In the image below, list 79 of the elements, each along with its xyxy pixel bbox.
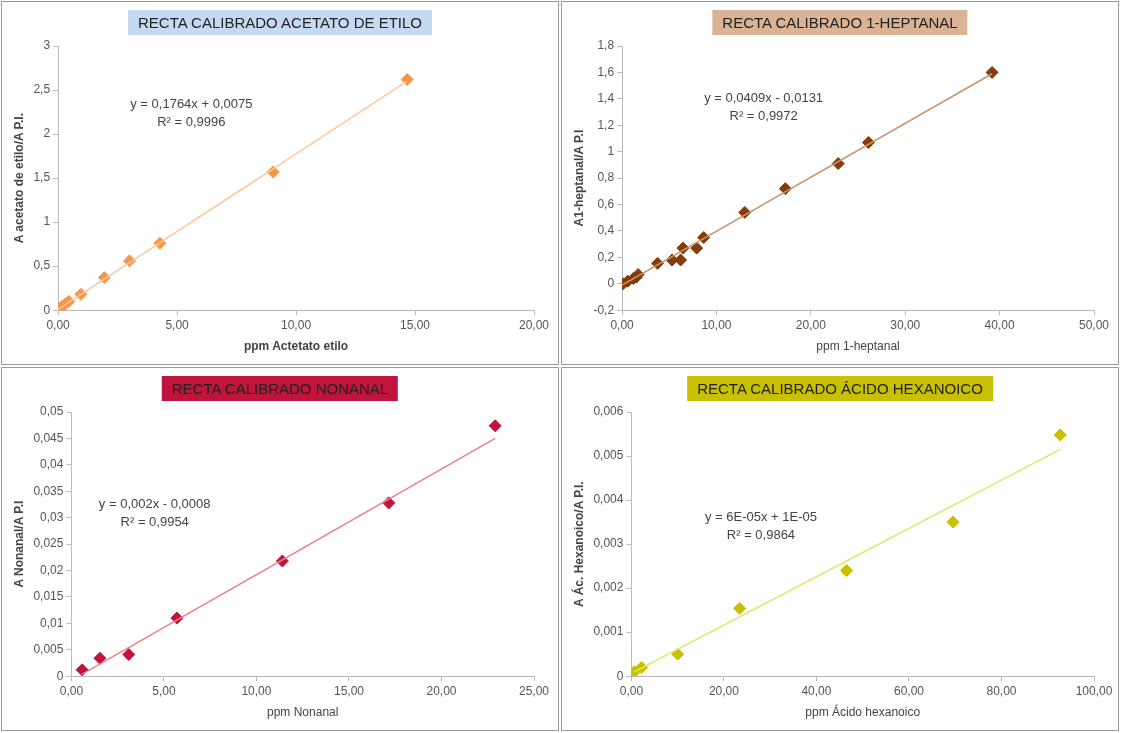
- y-tick-label: 0,5: [33, 258, 51, 273]
- y-tick-label: 2: [43, 126, 51, 141]
- y-tick-label: 0,001: [593, 624, 624, 639]
- x-tick-label: 5,00: [165, 317, 190, 332]
- x-tick-label: 20,00: [426, 683, 457, 698]
- y-tick-label: 0,015: [33, 589, 64, 604]
- y-tick-label: 0,006: [593, 404, 624, 419]
- x-axis-title: ppm Ácido hexanoico: [805, 704, 921, 720]
- annotation: y = 0,002x - 0,0008: [98, 496, 211, 512]
- y-tick-label: 0,02: [40, 562, 64, 577]
- y-tick-label: 1,8: [597, 38, 615, 53]
- chart-title: RECTA CALIBRADO 1-HEPTANAL: [712, 10, 968, 35]
- y-axis-title: A acetato de etilo/A P.I.: [11, 112, 26, 244]
- y-tick-label: 0,002: [593, 580, 624, 595]
- y-tick-label: 0,005: [33, 642, 64, 657]
- x-tick-label: 25,00: [518, 683, 550, 698]
- x-tick-label: 0,00: [619, 683, 644, 698]
- x-tick-label: 10,00: [281, 317, 312, 332]
- y-tick-label: 0,4: [597, 223, 615, 238]
- y-tick-label: 0,2: [597, 249, 615, 264]
- x-tick-label: 0,00: [610, 317, 635, 332]
- x-tick-label: 10,00: [701, 317, 732, 332]
- y-tick-label: 0,035: [33, 483, 64, 498]
- y-tick-label: 0: [43, 302, 51, 317]
- x-tick-label: 10,00: [241, 683, 272, 698]
- x-tick-label: 60,00: [893, 683, 925, 698]
- y-tick-label: 0,6: [597, 196, 615, 211]
- annotation: R² = 0,9864: [726, 527, 796, 543]
- y-tick-label: 1,5: [33, 170, 51, 185]
- x-tick-label: 15,00: [333, 683, 365, 698]
- x-tick-label: 0,00: [46, 317, 71, 332]
- x-tick-label: 40,00: [801, 683, 832, 698]
- x-axis-title: ppm Nonanal: [267, 705, 339, 720]
- y-tick-label: 1,6: [597, 64, 615, 79]
- x-tick-label: 50,00: [1078, 317, 1110, 332]
- x-tick-label: 20,00: [795, 317, 827, 332]
- y-tick-label: 1,4: [597, 91, 615, 106]
- y-tick-label: 0,03: [40, 509, 64, 524]
- y-tick-label: 0: [56, 668, 64, 683]
- y-tick-label: 0,003: [593, 536, 624, 551]
- x-tick-label: 15,00: [400, 317, 431, 332]
- y-tick-label: 0,8: [597, 170, 615, 185]
- x-axis-title: ppm 1-heptanal: [816, 339, 900, 354]
- chart-title: RECTA CALIBRADO ÁCIDO HEXANOICO: [687, 376, 993, 401]
- y-tick-label: 0,004: [593, 492, 624, 507]
- y-tick-label: 0,04: [40, 457, 64, 472]
- y-tick-label: 0: [607, 276, 615, 291]
- x-tick-label: 0,00: [59, 683, 84, 698]
- y-tick-label: 0,05: [40, 404, 64, 419]
- y-tick-label: 0: [616, 668, 624, 683]
- chart-title: RECTA CALIBRADO NONANAL: [161, 376, 399, 401]
- annotation: R² = 0,9996: [157, 113, 226, 129]
- x-tick-label: 20,00: [708, 683, 740, 698]
- x-tick-label: 80,00: [986, 683, 1017, 698]
- x-tick-label: 5,00: [152, 683, 176, 698]
- x-tick-label: 20,00: [518, 317, 550, 332]
- y-tick-label: 0,025: [33, 536, 64, 551]
- x-tick-label: 30,00: [890, 317, 921, 332]
- y-tick-label: 1,2: [597, 117, 615, 132]
- y-tick-label: -0,2: [593, 302, 615, 317]
- annotation: R² = 0,9954: [120, 514, 189, 530]
- y-tick-label: 3: [43, 38, 51, 53]
- y-tick-label: 0,045: [33, 430, 64, 445]
- y-tick-label: 1: [43, 214, 51, 229]
- y-axis-title: A1-heptanal/A P.I: [571, 129, 586, 227]
- y-axis-title: A Ác. Hexanoico/A P.I.: [570, 481, 586, 607]
- x-tick-label: 100,00: [1075, 683, 1113, 698]
- x-axis-title: ppm Actetato etilo: [243, 339, 349, 354]
- annotation: y = 0,0409x - 0,0131: [704, 90, 824, 106]
- chart-title: RECTA CALIBRADO ACETATO DE ETILO: [128, 10, 432, 35]
- annotation: R² = 0,9972: [729, 108, 798, 124]
- x-tick-label: 40,00: [984, 317, 1015, 332]
- annotation: y = 6E-05x + 1E-05: [704, 509, 817, 525]
- y-tick-label: 1: [607, 143, 615, 158]
- y-axis-title: A Nonanal/A P.I: [11, 500, 26, 588]
- y-tick-label: 0,01: [40, 615, 64, 630]
- y-tick-label: 2,5: [33, 82, 51, 97]
- y-tick-label: 0,005: [593, 448, 624, 463]
- annotation: y = 0,1764x + 0,0075: [130, 95, 253, 111]
